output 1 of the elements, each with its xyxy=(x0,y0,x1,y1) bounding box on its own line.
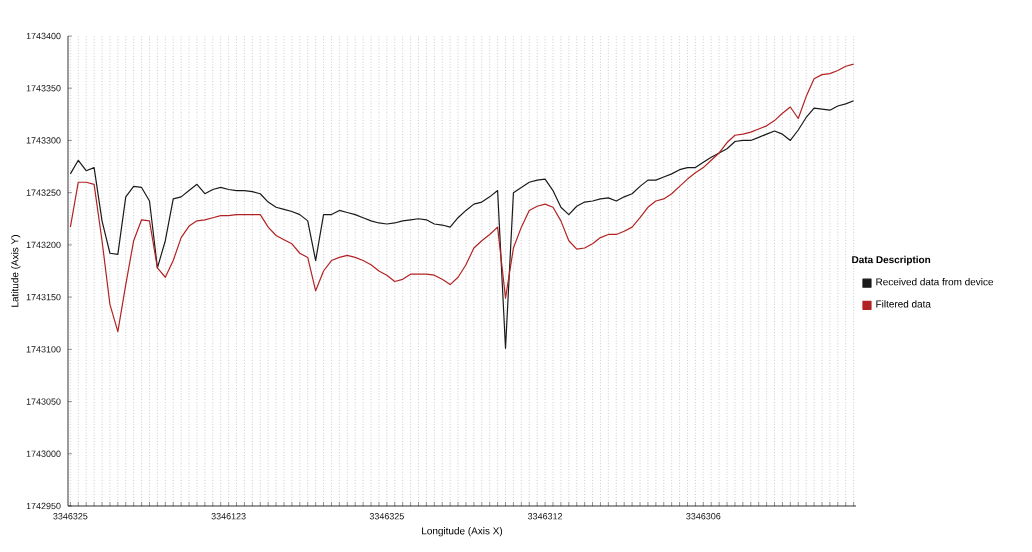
line-series xyxy=(69,100,855,349)
